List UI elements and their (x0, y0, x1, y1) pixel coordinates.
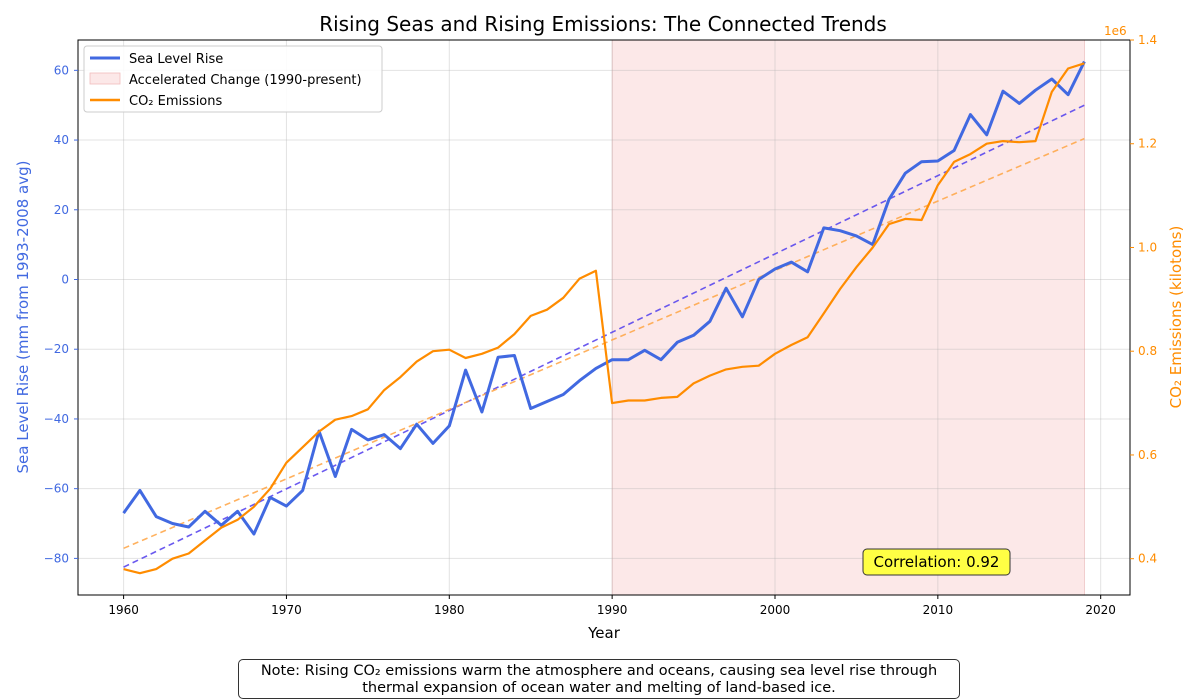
x-tick-label-1990: 1990 (597, 603, 628, 617)
footnote-line-2: thermal expansion of ocean water and mel… (362, 680, 836, 696)
accelerated-change-span (611, 39, 1085, 596)
x-tick-label-1960: 1960 (108, 603, 139, 617)
left-y-axis-label: Sea Level Rise (mm from 1993-2008 avg) (14, 161, 32, 474)
left-y-tick-label-60: 60 (54, 63, 69, 77)
right-y-tick-label-0.6: 0.6 (1138, 448, 1157, 462)
legend-label-accelerated: Accelerated Change (1990-present) (129, 73, 362, 88)
legend-label-sea-level: Sea Level Rise (129, 52, 223, 67)
legend-label-co2: CO₂ Emissions (129, 94, 222, 109)
x-tick-label-2010: 2010 (923, 603, 954, 617)
right-y-tick-label-1: 1.0 (1138, 240, 1157, 254)
right-y-tick-label-0.4: 0.4 (1138, 552, 1157, 566)
x-tick-label-2020: 2020 (1085, 603, 1116, 617)
correlation-annotation-text: Correlation: 0.92 (874, 553, 1000, 571)
x-tick-label-2000: 2000 (760, 603, 791, 617)
chart-title: Rising Seas and Rising Emissions: The Co… (319, 12, 887, 36)
right-y-axis-label: CO₂ Emissions (kilotons) (1167, 226, 1185, 409)
footnote-box: Note: Rising CO₂ emissions warm the atmo… (238, 659, 960, 699)
legend: Sea Level Rise Accelerated Change (1990-… (83, 45, 383, 113)
left-y-tick-label-20: 20 (54, 203, 69, 217)
series-line-co2 (123, 62, 1085, 575)
legend-swatch-accelerated (89, 72, 121, 85)
left-y-tick-label--80: −80 (44, 551, 69, 565)
left-y-tick-label-0: 0 (61, 273, 69, 287)
left-y-tick-label-40: 40 (54, 133, 69, 147)
plot-frame (77, 39, 1131, 596)
right-y-tick-label-1.2: 1.2 (1138, 137, 1157, 151)
right-axis-offset-label: 1e6 (1104, 24, 1127, 38)
x-tick-label-1970: 1970 (271, 603, 302, 617)
left-y-tick-label--20: −20 (44, 342, 69, 356)
x-tick-label-1980: 1980 (434, 603, 465, 617)
x-axis-label: Year (587, 624, 621, 642)
footnote-line-1: Note: Rising CO₂ emissions warm the atmo… (260, 663, 938, 679)
left-y-tick-label--40: −40 (44, 412, 69, 426)
right-y-tick-label-1.4: 1.4 (1138, 33, 1157, 47)
correlation-annotation: Correlation: 0.92 (862, 548, 1011, 576)
series-line-sea-level (122, 60, 1086, 536)
right-y-tick-label-0.8: 0.8 (1138, 344, 1157, 358)
dual-axis-line-chart: 1960 1970 1980 1990 2000 2010 2020 −80 −60 −40 −20… (14, 12, 1185, 642)
left-y-tick-label--60: −60 (44, 482, 69, 496)
